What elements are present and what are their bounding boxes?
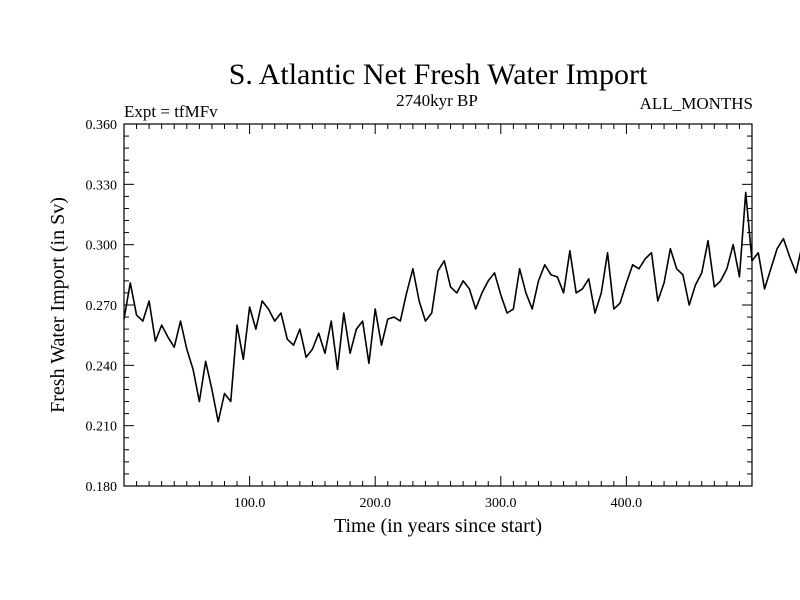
x-tick-label: 200.0 xyxy=(359,496,391,511)
experiment-label: Expt = tfMFv xyxy=(124,102,218,121)
chart-title: S. Atlantic Net Fresh Water Import xyxy=(229,58,648,91)
period-label: 2740kyr BP xyxy=(396,91,478,110)
y-tick-label: 0.240 xyxy=(86,359,118,374)
y-tick-label: 0.360 xyxy=(86,118,118,133)
y-tick-label: 0.180 xyxy=(86,480,118,495)
y-tick-label: 0.330 xyxy=(86,178,118,193)
x-tick-label: 400.0 xyxy=(611,496,643,511)
y-tick-label: 0.300 xyxy=(86,239,118,254)
axis-tick-labels: 100.0 200.0 300.0 400.0 0.180 0.210 0.240 0.270… xyxy=(86,118,643,511)
months-label: ALL_MONTHS xyxy=(640,94,753,113)
plot-frame xyxy=(123,123,753,487)
x-axis-label: Time (in years since start) xyxy=(334,515,542,537)
series-line xyxy=(123,191,800,423)
x-tick-label: 300.0 xyxy=(485,496,517,511)
y-axis-label: Fresh Water Import (in Sv) xyxy=(47,197,69,413)
y-tick-label: 0.270 xyxy=(86,299,118,314)
y-tick-label: 0.210 xyxy=(86,420,118,435)
axis-ticks xyxy=(124,124,752,486)
x-tick-label: 100.0 xyxy=(234,496,266,511)
